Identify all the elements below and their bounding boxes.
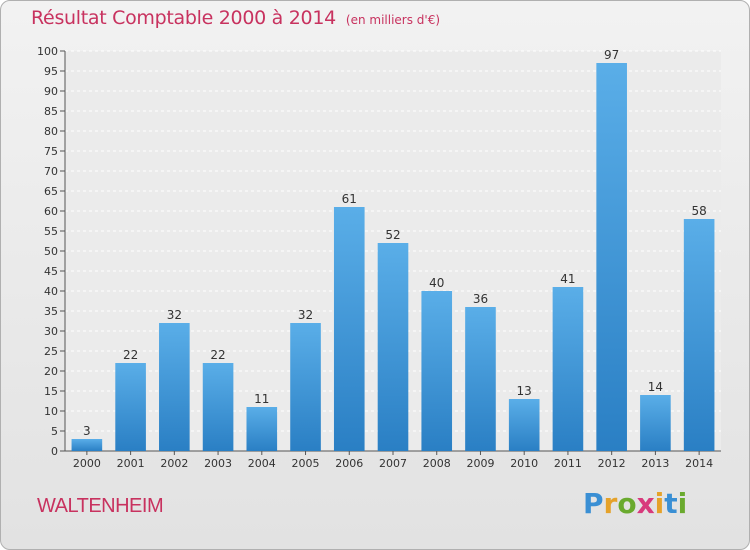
- x-tick-label: 2013: [641, 457, 669, 470]
- bar: [377, 243, 409, 451]
- x-tick-label: 2010: [510, 457, 538, 470]
- proxiti-logo: Proxiti: [583, 487, 687, 520]
- y-tick-label: 65: [44, 185, 58, 198]
- x-tick-label: 2007: [379, 457, 407, 470]
- bar-value-label: 22: [210, 348, 225, 362]
- y-tick-label: 60: [44, 205, 58, 218]
- x-tick-label: 2001: [117, 457, 145, 470]
- logo-letter: i: [677, 487, 688, 520]
- y-tick-label: 95: [44, 65, 58, 78]
- bar: [202, 363, 234, 451]
- x-tick-label: 2012: [598, 457, 626, 470]
- y-tick-label: 5: [51, 425, 58, 438]
- bar-value-label: 40: [429, 276, 444, 290]
- y-tick-label: 90: [44, 85, 58, 98]
- bar-value-label: 58: [691, 204, 706, 218]
- logo-letter: o: [617, 487, 637, 520]
- y-tick-label: 25: [44, 345, 58, 358]
- town-name: WALTENHEIM: [37, 495, 164, 517]
- bar-value-label: 3: [83, 424, 91, 438]
- y-tick-label: 45: [44, 265, 58, 278]
- logo-letter: i: [654, 487, 665, 520]
- bar-value-label: 14: [648, 380, 663, 394]
- x-tick-label: 2009: [466, 457, 494, 470]
- y-tick-label: 80: [44, 125, 58, 138]
- y-tick-label: 40: [44, 285, 58, 298]
- x-tick-label: 2006: [335, 457, 363, 470]
- y-tick-label: 100: [37, 45, 58, 58]
- bar-value-label: 52: [385, 228, 400, 242]
- chart-unit-label: (en milliers d'€): [345, 13, 441, 27]
- bar-value-label: 32: [167, 308, 182, 322]
- x-tick-label: 2008: [423, 457, 451, 470]
- bar-value-label: 22: [123, 348, 138, 362]
- y-tick-label: 70: [44, 165, 58, 178]
- bar: [640, 395, 671, 451]
- y-tick-label: 85: [44, 105, 58, 118]
- bar: [290, 323, 321, 451]
- bar-value-label: 13: [517, 384, 532, 398]
- bar-value-label: 61: [342, 192, 357, 206]
- y-tick-label: 20: [44, 365, 58, 378]
- chart-title-text: Résultat Comptable 2000 à 2014: [31, 7, 336, 29]
- bar-value-label: 97: [604, 48, 619, 62]
- y-tick-label: 50: [44, 245, 58, 258]
- bar-value-label: 32: [298, 308, 313, 322]
- bar-value-label: 11: [254, 392, 269, 406]
- x-tick-label: 2014: [685, 457, 713, 470]
- bar: [465, 307, 496, 451]
- bar: [115, 363, 146, 451]
- chart-title: Résultat Comptable 2000 à 2014 (en millie…: [31, 7, 440, 29]
- x-tick-label: 2005: [292, 457, 320, 470]
- y-tick-label: 0: [51, 445, 58, 458]
- bar: [596, 63, 627, 451]
- bar: [333, 207, 365, 451]
- bar-value-label: 41: [560, 272, 575, 286]
- logo-letter: t: [664, 487, 678, 520]
- y-tick-label: 35: [44, 305, 58, 318]
- logo-letter: P: [583, 487, 604, 520]
- bar: [159, 323, 190, 451]
- y-tick-label: 75: [44, 145, 58, 158]
- y-tick-label: 30: [44, 325, 58, 338]
- x-tick-label: 2000: [73, 457, 101, 470]
- x-tick-label: 2002: [160, 457, 188, 470]
- bar: [246, 407, 278, 451]
- y-tick-label: 55: [44, 225, 58, 238]
- bar-value-label: 36: [473, 292, 488, 306]
- x-tick-label: 2011: [554, 457, 582, 470]
- bar: [508, 399, 540, 451]
- bar: [683, 219, 715, 451]
- logo-letter: x: [636, 487, 655, 520]
- bar: [552, 287, 584, 451]
- bar: [421, 291, 453, 451]
- logo-letter: r: [603, 487, 618, 520]
- bar: [71, 439, 103, 451]
- y-tick-label: 10: [44, 405, 58, 418]
- x-tick-label: 2004: [248, 457, 276, 470]
- y-tick-label: 15: [44, 385, 58, 398]
- x-tick-label: 2003: [204, 457, 232, 470]
